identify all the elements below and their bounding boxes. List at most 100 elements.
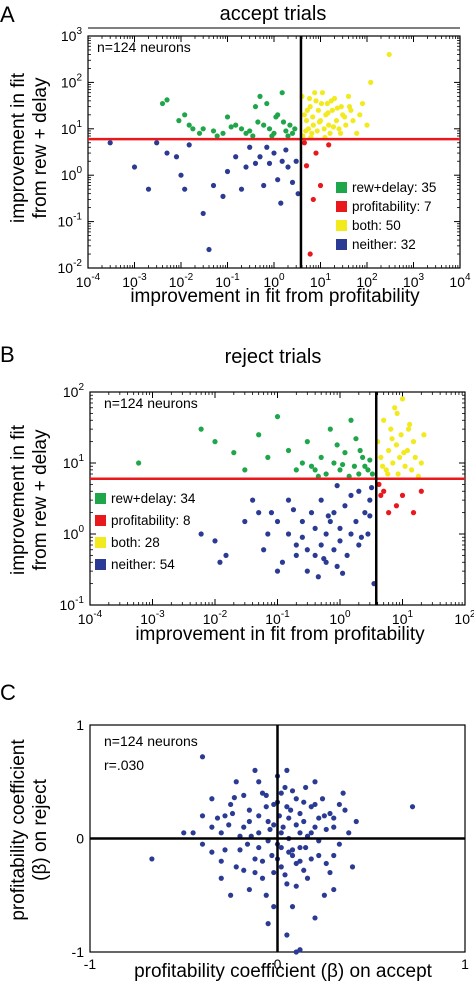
panel-b-legend-label-1: rew+delay: 34 <box>111 491 196 506</box>
panel-a-point-profitability <box>313 150 319 156</box>
panel-a-y-tick-label: 103 <box>61 26 83 44</box>
panel-b-point-both <box>398 432 404 438</box>
panel-c-point <box>331 886 337 893</box>
panel-a-point-neither <box>186 142 192 148</box>
panel-b-point-both <box>383 467 389 473</box>
panel-a-point-both <box>327 130 333 136</box>
panel-a-point-rew-delay <box>243 130 249 136</box>
panel-a-point-neither <box>154 140 160 146</box>
panel-c-point <box>271 801 277 808</box>
panel-a-plot: 10-4 10-3 10-2 10-1 100 101 102 103 104 10-2 10-1 1… <box>58 26 471 290</box>
panel-b-point-neither <box>365 531 371 537</box>
panel-b-point-profitability <box>378 492 384 498</box>
panel-c-x-tick-label: -1 <box>84 956 97 972</box>
panel-b-point-rew-delay <box>293 467 299 473</box>
panel-b-point-rew-delay <box>318 454 324 460</box>
panel-b-point-rew-delay <box>339 461 346 468</box>
panel-a-point-both <box>328 98 334 104</box>
panel-c-point <box>271 869 277 876</box>
panel-c-point <box>222 813 228 819</box>
panel-a-series-neither <box>107 140 301 253</box>
panel-c-point <box>284 804 290 810</box>
panel-b-point-rew-delay <box>353 436 359 442</box>
panel-a-legend-swatch-4 <box>336 239 347 250</box>
panel-a-point-neither <box>264 144 270 150</box>
panel-a-legend-swatch-2 <box>336 201 347 212</box>
panel-c-point <box>263 792 269 798</box>
panel-b-point-rew-delay <box>312 467 318 473</box>
panel-a-legend-label-4: neither: 32 <box>352 237 416 252</box>
panel-b-point-neither <box>325 513 331 519</box>
panel-b-point-neither <box>337 538 343 544</box>
panel-c-point <box>293 860 299 867</box>
panel-c-point <box>282 872 288 878</box>
panel-b-point-both <box>397 454 403 460</box>
panel-b-point-neither <box>268 510 275 516</box>
panel-c-point <box>280 824 286 830</box>
panel-c-point <box>289 852 296 859</box>
panel-c-point <box>349 864 356 870</box>
panel-a-x-tick-label: 103 <box>403 272 425 290</box>
panel-c-point <box>256 813 262 819</box>
panel-c-y-tick-label: 0 <box>76 831 84 847</box>
panel-c-point <box>233 864 239 870</box>
panel-a-point-both <box>364 122 370 128</box>
panel-b-point-neither <box>337 525 343 531</box>
panel-b-point-rew-delay <box>337 467 343 473</box>
panel-c-point <box>265 818 271 825</box>
panel-b-point-both <box>388 426 394 432</box>
panel-c-point <box>301 867 307 873</box>
panel-b-point-neither <box>304 547 310 553</box>
panel-b-legend-label-4: neither: 54 <box>111 557 175 572</box>
panel-b-point-neither <box>368 485 375 491</box>
panel-c-point <box>284 881 290 887</box>
panel-b-point-rew-delay <box>362 463 368 469</box>
panel-c-point <box>233 779 239 785</box>
panel-c-point <box>303 844 309 851</box>
panel-a-point-both <box>316 119 323 125</box>
panel-a-point-both <box>350 118 356 124</box>
panel-a-point-neither <box>182 186 188 192</box>
panel-a-point-rew-delay <box>247 128 253 134</box>
panel-b-point-both <box>405 426 412 432</box>
panel-c-point <box>331 824 337 830</box>
panel-c-point <box>226 822 232 828</box>
panel-c-point <box>265 921 271 927</box>
panel-a-xlabel: improvement in fit from profitability <box>130 286 420 307</box>
panel-a-x-tick-label: 100 <box>263 272 285 290</box>
panel-a-point-rew-delay <box>228 124 234 130</box>
panel-a-point-rew-delay <box>186 122 192 128</box>
panel-a-point-rew-delay <box>182 112 188 118</box>
panel-b-y-tick-label: 100 <box>63 524 85 542</box>
panel-c-point <box>340 790 346 796</box>
panel-a-point-neither <box>173 154 180 160</box>
panel-c-point <box>241 792 247 798</box>
panel-a-point-both <box>318 100 325 107</box>
panel-a-point-both <box>330 124 337 130</box>
panel-c-point <box>244 841 251 847</box>
panel-b-point-both <box>389 436 395 442</box>
panel-c-point <box>252 856 258 862</box>
panel-c-point <box>327 869 333 876</box>
panel-b-point-both <box>412 454 418 460</box>
panel-c-point <box>228 892 234 898</box>
panel-a-point-both <box>345 93 352 99</box>
panel-c-point <box>252 869 258 876</box>
panel-b-point-neither <box>299 518 305 525</box>
panel-b-point-rew-delay <box>342 450 348 456</box>
panel-c-point <box>289 788 296 794</box>
panel-c-point <box>209 796 215 802</box>
panel-c-point <box>289 904 296 910</box>
panel-c-point <box>259 875 266 881</box>
panel-a-point-neither <box>243 164 249 170</box>
panel-a-point-rew-delay <box>261 122 267 128</box>
panel-c: C -1 0 1 -1 0 1 n=124 neurons r=.030 profitab… <box>0 680 469 982</box>
panel-b-point-rew-delay <box>348 417 354 423</box>
panel-b-point-rew-delay <box>356 471 362 477</box>
panel-a-legend-label-1: rew+delay: 35 <box>352 180 436 195</box>
panel-c-point <box>263 804 269 810</box>
panel-c-ylabel-line1: profitability coefficient <box>8 739 29 921</box>
panel-b-series-both <box>375 396 427 479</box>
panel-c-point <box>278 830 284 836</box>
